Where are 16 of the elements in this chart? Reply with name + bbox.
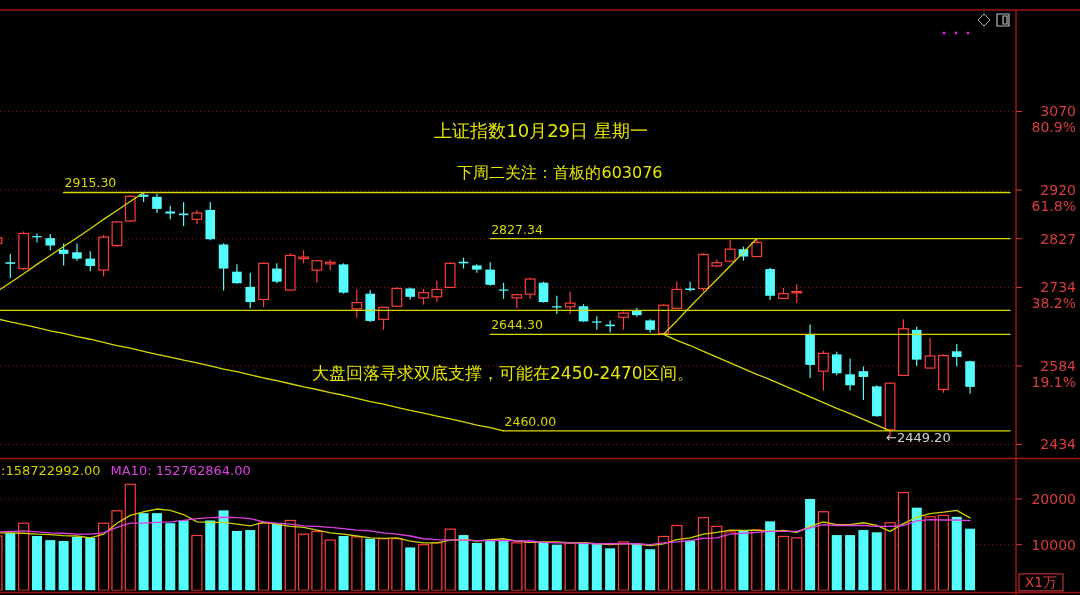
y-tick-label: 2734 38.2% xyxy=(1031,279,1077,312)
y-tick-label: 2584 19.1% xyxy=(1031,357,1077,390)
y-axis-title: X1万 xyxy=(1024,574,1058,591)
y-tick-label: 20000 xyxy=(1031,490,1076,507)
y-tick-label: 2434 xyxy=(1040,436,1077,453)
text: :158722992.00 xyxy=(1,463,101,479)
annotation: ←2449.20 xyxy=(886,430,951,445)
text: 下周二关注：首板的603076 xyxy=(457,163,663,182)
y-tick-label: 2827 xyxy=(1040,230,1076,247)
text: MA10: 152762864.00 xyxy=(110,463,251,479)
y-tick-label: 10000 xyxy=(1031,536,1076,553)
y-tick-label: 2920 61.8% xyxy=(1031,182,1076,215)
series-label: 2827.34 xyxy=(491,221,543,237)
text: 上证指数10月29日 星期一 xyxy=(434,120,648,141)
series-label: 2915.30 xyxy=(64,175,117,191)
y-tick-label: 3070 80.9% xyxy=(1031,103,1076,136)
